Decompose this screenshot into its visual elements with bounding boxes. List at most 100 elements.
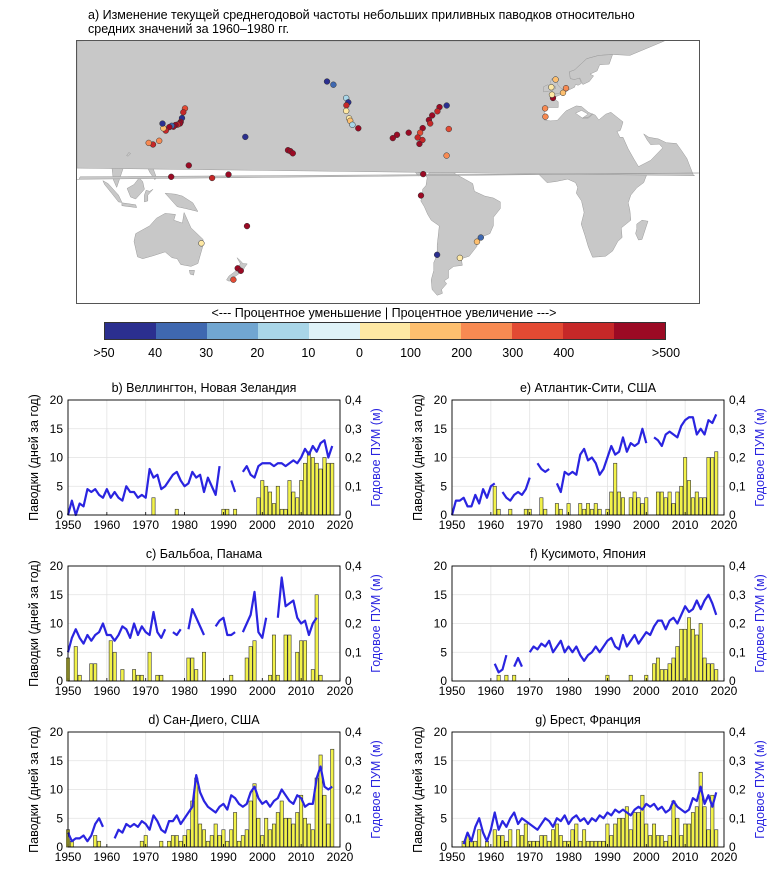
y-tick-label: 0 bbox=[440, 840, 447, 854]
msl-line bbox=[66, 817, 104, 843]
station-marker bbox=[417, 192, 425, 199]
station-marker bbox=[420, 170, 427, 178]
x-tick-label: 2010 bbox=[288, 518, 315, 532]
y-axis-label: Паводки (дней за год) bbox=[27, 726, 41, 853]
flood-bar bbox=[120, 669, 125, 682]
colorbar-segment bbox=[410, 323, 462, 339]
y2-tick-label: 0,4 bbox=[729, 559, 746, 573]
y2-axis-label: Годовое ПУМ (м) bbox=[369, 574, 383, 672]
y-axis-label: Паводки (дней за год) bbox=[411, 394, 425, 521]
x-tick-label: 2020 bbox=[711, 684, 738, 698]
flood-bar bbox=[244, 829, 249, 848]
flood-bar bbox=[551, 829, 555, 848]
colorbar-tick-label: 100 bbox=[400, 346, 421, 360]
y2-axis-label: Годовое ПУМ (м) bbox=[369, 740, 383, 838]
y2-tick-label: 0,2 bbox=[729, 451, 746, 465]
panel-brest: g) Брест, Франция 1950 1960 1970 1980 1990 200… bbox=[384, 704, 768, 889]
flood-bar bbox=[706, 663, 711, 682]
flood-bar bbox=[640, 503, 645, 516]
x-tick-label: 1990 bbox=[594, 684, 621, 698]
flood-bar bbox=[562, 840, 567, 848]
flood-bar bbox=[652, 663, 657, 682]
station-marker bbox=[416, 140, 423, 148]
flood-bar bbox=[593, 503, 598, 516]
flood-bar bbox=[632, 812, 637, 848]
flood-bar bbox=[539, 497, 544, 516]
x-tick-label: 1980 bbox=[171, 518, 198, 532]
flood-bar bbox=[667, 663, 672, 682]
x-tick-label: 1970 bbox=[516, 518, 543, 532]
flood-bar bbox=[683, 823, 688, 848]
flood-bar bbox=[299, 640, 304, 682]
x-tick-label: 2020 bbox=[327, 684, 354, 698]
y2-axis-label: Годовое ПУМ (м) bbox=[753, 740, 767, 838]
flood-bar bbox=[77, 674, 82, 682]
flood-bar bbox=[306, 451, 311, 516]
colorbar-segment bbox=[206, 323, 258, 339]
land-java bbox=[121, 202, 137, 208]
flood-bar bbox=[174, 508, 179, 516]
x-tick-label: 2000 bbox=[633, 850, 660, 864]
x-tick-label: 1970 bbox=[132, 518, 159, 532]
flood-bar bbox=[132, 669, 137, 682]
msl-line bbox=[276, 576, 318, 637]
msl-line bbox=[493, 654, 508, 674]
x-tick-label: 1960 bbox=[94, 850, 121, 864]
flood-bar bbox=[605, 823, 610, 848]
flood-bar bbox=[694, 634, 699, 682]
flood-bar bbox=[628, 497, 633, 516]
x-tick-label: 1950 bbox=[439, 684, 466, 698]
msl-line bbox=[241, 590, 268, 639]
y-tick-label: 20 bbox=[434, 559, 448, 573]
flood-bar bbox=[268, 674, 273, 682]
plot-frame bbox=[67, 565, 341, 682]
flood-bar bbox=[275, 812, 280, 848]
y-tick-label: 5 bbox=[440, 811, 447, 825]
y2-tick-label: 0,3 bbox=[729, 588, 746, 602]
station-marker bbox=[429, 112, 436, 119]
flood-bar bbox=[655, 491, 660, 516]
y-tick-label: 15 bbox=[434, 754, 448, 768]
flood-bar bbox=[659, 835, 664, 848]
flood-bar bbox=[496, 674, 501, 682]
flood-bar bbox=[151, 497, 156, 516]
flood-bar bbox=[159, 674, 164, 682]
flood-bar bbox=[97, 840, 102, 848]
flood-bar bbox=[663, 840, 668, 848]
flood-bar bbox=[186, 657, 191, 682]
colorbar-caption: <--- Процентное уменьшение | Процентное … bbox=[211, 306, 557, 320]
flood-bar bbox=[202, 829, 206, 848]
y2-tick-label: 0,3 bbox=[729, 422, 746, 436]
panel-title: b) Веллингтон, Новая Зеландия bbox=[112, 381, 297, 395]
land-south-america bbox=[420, 166, 501, 296]
flood-bar bbox=[648, 835, 653, 848]
flood-bar bbox=[295, 497, 300, 516]
x-tick-label: 2020 bbox=[327, 518, 354, 532]
y-axis-label: Паводки (дней за год) bbox=[411, 726, 425, 853]
flood-bar bbox=[636, 497, 641, 516]
y2-tick-label: 0,2 bbox=[345, 783, 362, 797]
station-marker bbox=[559, 89, 567, 96]
station-marker bbox=[389, 134, 396, 142]
y-tick-label: 5 bbox=[440, 645, 447, 659]
y-axis-label: Паводки (дней за год) bbox=[27, 394, 41, 521]
flood-bar bbox=[578, 503, 583, 516]
flood-bar bbox=[112, 651, 117, 682]
flood-bar bbox=[694, 491, 699, 516]
flood-bar bbox=[628, 674, 633, 682]
flood-bar bbox=[268, 829, 273, 848]
flood-bar bbox=[202, 651, 206, 682]
flood-bar bbox=[621, 817, 625, 848]
flood-bar bbox=[679, 628, 684, 682]
flood-bar bbox=[714, 451, 719, 516]
x-tick-label: 1980 bbox=[555, 518, 582, 532]
y2-tick-label: 0,2 bbox=[729, 783, 746, 797]
flood-bar bbox=[609, 835, 614, 848]
flood-bar bbox=[613, 462, 618, 516]
flood-bar bbox=[500, 835, 505, 848]
flood-bar bbox=[271, 503, 276, 516]
flood-bar bbox=[655, 657, 660, 682]
flood-bar bbox=[698, 771, 703, 848]
colorbar-tick-label: 300 bbox=[502, 346, 524, 360]
